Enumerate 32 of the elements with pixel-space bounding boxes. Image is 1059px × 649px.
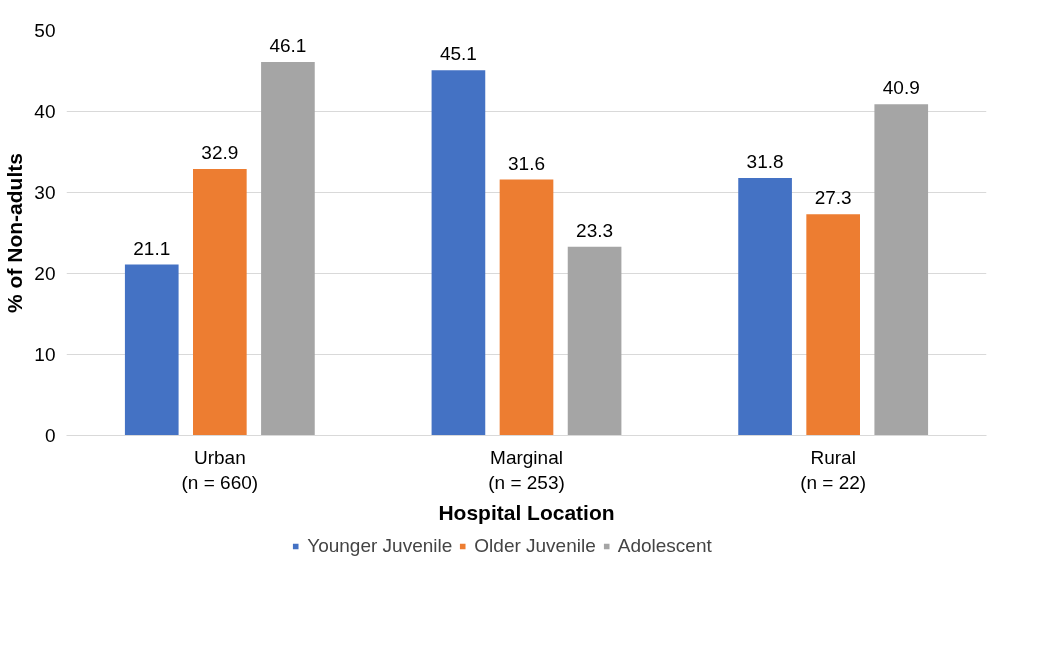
bar <box>806 214 860 436</box>
y-tick-label: 20 <box>34 263 56 284</box>
data-label: 31.8 <box>746 150 784 172</box>
x-tick-label: Marginal (n = 253) <box>488 446 565 493</box>
y-tick-label: 30 <box>34 182 56 203</box>
bar <box>124 264 179 436</box>
bar <box>567 246 622 436</box>
x-axis-title: Hospital Location <box>438 500 615 524</box>
data-label: 27.3 <box>814 187 852 209</box>
data-label: 21.1 <box>133 237 171 259</box>
legend-label: Adolescent <box>617 535 712 557</box>
bar <box>261 62 315 436</box>
legend-label: Younger Juvenile <box>307 535 453 557</box>
bar <box>193 169 247 436</box>
data-label: 23.3 <box>576 219 614 241</box>
legend-label: Older Juvenile <box>474 535 596 557</box>
data-label: 31.6 <box>508 152 545 174</box>
y-tick-label: 40 <box>34 101 56 122</box>
x-tick-label: Rural (n = 22) <box>800 446 867 493</box>
bar <box>874 104 929 436</box>
bar <box>499 179 554 436</box>
x-tick-label: Urban (n = 660) <box>181 446 259 493</box>
y-axis-title: % of Non-adults <box>3 153 27 313</box>
bar <box>738 177 792 436</box>
data-label: 45.1 <box>439 43 477 65</box>
y-tick-label: 0 <box>44 425 56 446</box>
data-label: 40.9 <box>882 77 920 99</box>
bar <box>431 70 486 436</box>
data-label: 32.9 <box>201 142 239 164</box>
y-tick-label: 10 <box>34 344 56 365</box>
data-label: 46.1 <box>269 35 307 57</box>
y-tick-label: 50 <box>34 20 56 41</box>
